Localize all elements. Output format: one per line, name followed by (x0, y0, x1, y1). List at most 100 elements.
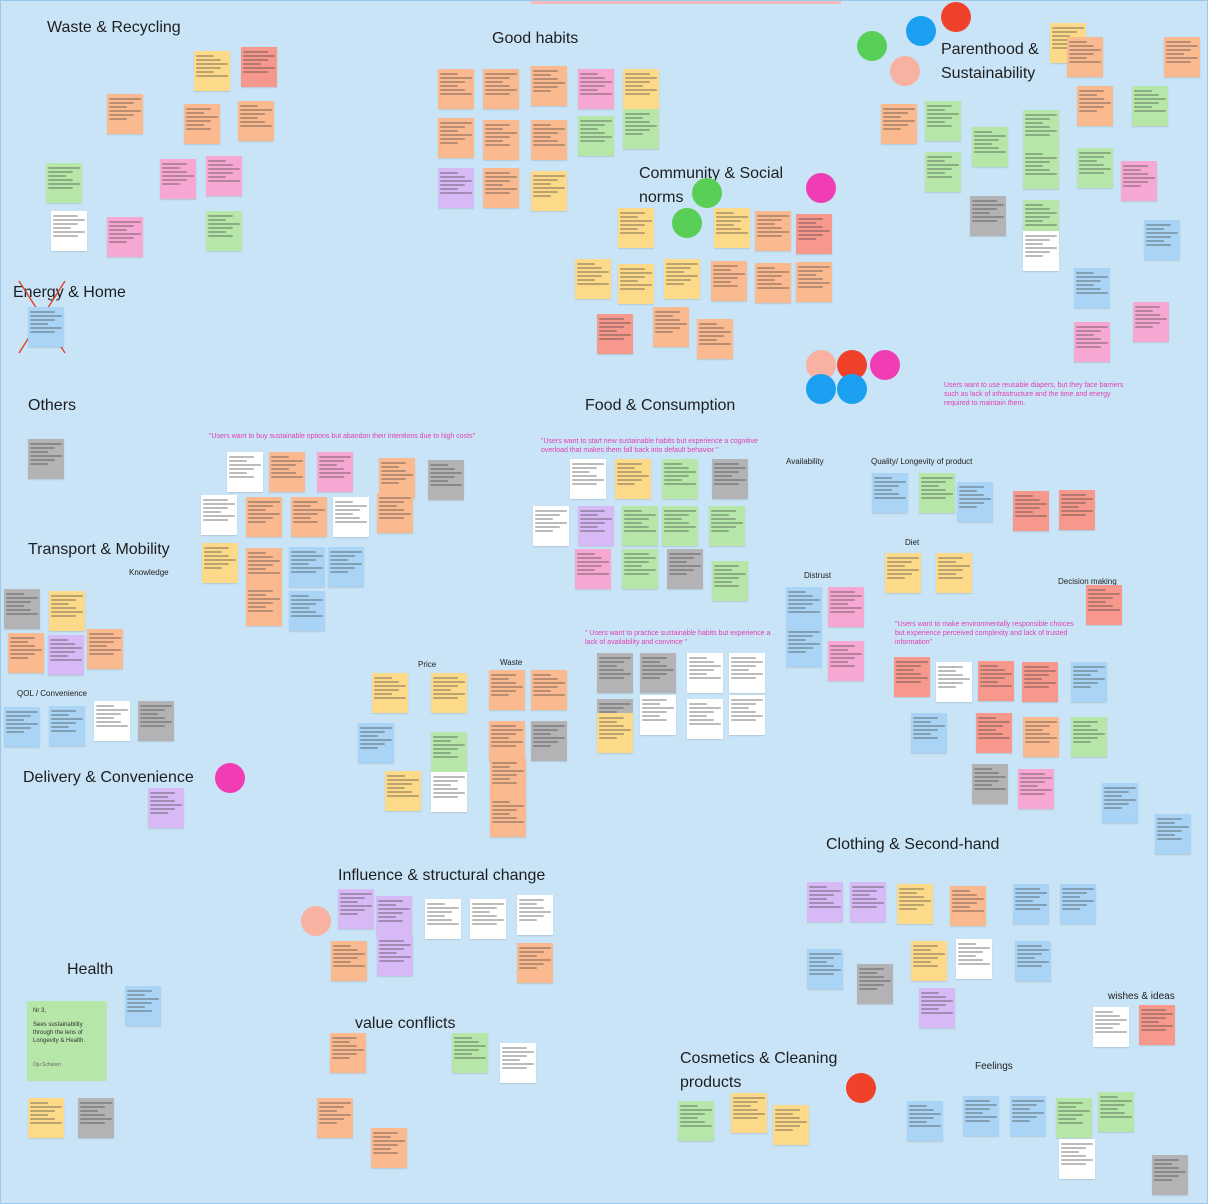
dot-vote-marker[interactable] (301, 906, 331, 936)
sticky-note[interactable] (531, 670, 567, 710)
sticky-note[interactable] (438, 69, 474, 109)
sticky-note[interactable] (194, 51, 230, 91)
sticky-note[interactable] (1077, 86, 1113, 126)
sticky-note[interactable] (202, 543, 238, 583)
sticky-note[interactable] (1071, 717, 1107, 757)
sticky-note[interactable] (711, 261, 747, 301)
sticky-note[interactable] (667, 549, 703, 589)
sticky-note[interactable] (1015, 941, 1051, 981)
sticky-note[interactable] (662, 506, 698, 546)
sticky-note[interactable] (1018, 769, 1054, 809)
sticky-note[interactable] (379, 458, 415, 498)
sticky-note[interactable] (622, 549, 658, 589)
sticky-note[interactable] (425, 899, 461, 939)
sticky-note[interactable] (452, 1033, 488, 1073)
dot-vote-marker[interactable] (692, 178, 722, 208)
sticky-note[interactable] (578, 69, 614, 109)
sticky-note[interactable] (828, 587, 864, 627)
sticky-note[interactable] (51, 211, 87, 251)
sticky-note[interactable] (956, 939, 992, 979)
dot-vote-marker[interactable] (846, 1073, 876, 1103)
sticky-note[interactable] (28, 307, 64, 347)
sticky-note[interactable] (978, 661, 1014, 701)
sticky-note[interactable] (773, 1105, 809, 1145)
sticky-note[interactable] (438, 118, 474, 158)
sticky-note[interactable] (712, 561, 748, 601)
sticky-note[interactable] (517, 895, 553, 935)
sticky-note[interactable] (957, 482, 993, 522)
sticky-note[interactable] (238, 101, 274, 141)
sticky-note[interactable] (714, 208, 750, 248)
sticky-note[interactable] (160, 159, 196, 199)
sticky-note[interactable] (489, 721, 525, 761)
dot-vote-marker[interactable] (837, 374, 867, 404)
sticky-note[interactable] (206, 211, 242, 251)
sticky-note[interactable] (94, 701, 130, 741)
sticky-note[interactable] (664, 259, 700, 299)
sticky-note[interactable] (1164, 37, 1200, 77)
sticky-note[interactable] (894, 657, 930, 697)
sticky-note[interactable] (578, 506, 614, 546)
sticky-note[interactable] (755, 263, 791, 303)
sticky-note[interactable] (489, 670, 525, 710)
sticky-note[interactable] (87, 629, 123, 669)
sticky-note[interactable] (8, 633, 44, 673)
sticky-note[interactable] (358, 723, 394, 763)
sticky-note[interactable] (531, 171, 567, 211)
sticky-note[interactable] (107, 94, 143, 134)
sticky-note[interactable] (623, 69, 659, 109)
sticky-note[interactable] (1077, 148, 1113, 188)
sticky-note[interactable] (1056, 1098, 1092, 1138)
sticky-note[interactable] (531, 120, 567, 160)
dot-vote-marker[interactable] (906, 16, 936, 46)
sticky-note[interactable] (911, 713, 947, 753)
sticky-note[interactable] (1023, 717, 1059, 757)
persona-note[interactable]: Nr 3, Sees sustainability through the le… (27, 1001, 107, 1081)
sticky-note[interactable] (1023, 149, 1059, 189)
sticky-note[interactable] (269, 452, 305, 492)
sticky-note[interactable] (28, 1098, 64, 1138)
sticky-note[interactable] (911, 941, 947, 981)
sticky-note[interactable] (678, 1101, 714, 1141)
sticky-note[interactable] (687, 653, 723, 693)
sticky-note[interactable] (1059, 490, 1095, 530)
sticky-note[interactable] (640, 695, 676, 735)
sticky-note[interactable] (597, 653, 633, 693)
sticky-note[interactable] (712, 459, 748, 499)
sticky-note[interactable] (1023, 110, 1059, 150)
sticky-note[interactable] (640, 653, 676, 693)
sticky-note[interactable] (1074, 268, 1110, 308)
sticky-note[interactable] (662, 459, 698, 499)
sticky-note[interactable] (687, 699, 723, 739)
sticky-note[interactable] (317, 1098, 353, 1138)
sticky-note[interactable] (533, 506, 569, 546)
sticky-note[interactable] (1010, 1096, 1046, 1136)
sticky-note[interactable] (1013, 491, 1049, 531)
sticky-note[interactable] (796, 214, 832, 254)
sticky-note[interactable] (500, 1043, 536, 1083)
sticky-note[interactable] (470, 899, 506, 939)
sticky-note[interactable] (246, 586, 282, 626)
sticky-note[interactable] (950, 886, 986, 926)
sticky-note[interactable] (976, 713, 1012, 753)
sticky-note[interactable] (328, 547, 364, 587)
sticky-note[interactable] (857, 964, 893, 1004)
sticky-note[interactable] (828, 641, 864, 681)
sticky-note[interactable] (317, 452, 353, 492)
sticky-note[interactable] (1093, 1007, 1129, 1047)
sticky-note[interactable] (49, 591, 85, 631)
sticky-note[interactable] (615, 459, 651, 499)
sticky-note[interactable] (490, 797, 526, 837)
sticky-note[interactable] (755, 211, 791, 251)
sticky-note[interactable] (570, 459, 606, 499)
sticky-note[interactable] (1060, 884, 1096, 924)
sticky-note[interactable] (1144, 220, 1180, 260)
sticky-note[interactable] (78, 1098, 114, 1138)
sticky-note[interactable] (1013, 884, 1049, 924)
sticky-note[interactable] (517, 943, 553, 983)
sticky-note[interactable] (431, 732, 467, 772)
sticky-note[interactable] (963, 1096, 999, 1136)
sticky-note[interactable] (936, 553, 972, 593)
sticky-note[interactable] (246, 548, 282, 588)
